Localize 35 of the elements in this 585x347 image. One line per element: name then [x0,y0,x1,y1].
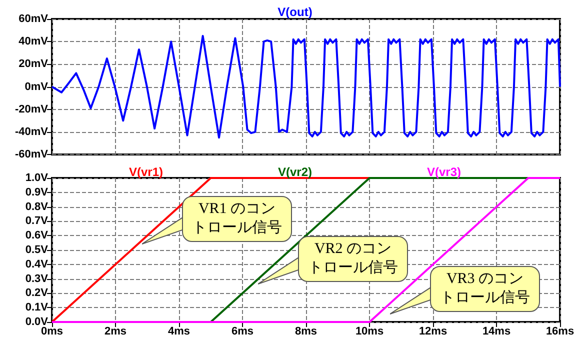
x-tick-label: 16ms [546,326,574,338]
x-tick-label: 4ms [168,326,190,338]
y-tick-label: 0.5V [25,244,49,256]
y-tick-label: 1.0V [25,172,49,184]
y-tick-label: 0.0V [25,316,49,328]
annotation: VR1 のコントロール信号 [182,196,292,242]
x-tick-label: 14ms [482,326,511,338]
y-tick-label: -60mV [14,148,49,160]
y-tick-label: 0.6V [25,230,49,242]
x-tick-label: 0ms [40,326,64,338]
y-tick-label: 0.4V [25,258,49,270]
y-tick-label: 40mV [18,36,49,48]
annotation: VR2 のコントロール信号 [298,236,408,282]
y-tick-label: 0.8V [25,200,49,213]
y-tick-label: 0.9V [25,186,49,198]
line-series [51,34,561,139]
y-tick-label: 0mV [24,80,49,93]
x-tick-label: 8ms [294,326,318,338]
y-tick-label: 0.2V [25,287,49,300]
y-tick-label: 0.7V [25,215,49,228]
y-tick-label: -40mV [14,126,49,138]
text: V(vr1) [128,165,163,179]
text: V(vr3) [427,165,462,179]
y-tick-label: -20mV [14,103,49,116]
y-tick-label: 0.1V [25,302,49,314]
text: V(vr2) [278,165,312,179]
x-tick-label: 2ms [104,326,127,338]
x-tick-label: 12ms [418,326,448,338]
y-tick-label: 20mV [18,58,49,70]
x-tick-label: 6ms [231,326,254,338]
y-tick-label: 60mV [18,13,49,25]
x-tick-label: 10ms [355,326,384,338]
y-tick-label: 0.3V [25,272,49,285]
annotation: VR3 のコントロール信号 [430,266,540,312]
series-label: V(out) [278,5,312,19]
